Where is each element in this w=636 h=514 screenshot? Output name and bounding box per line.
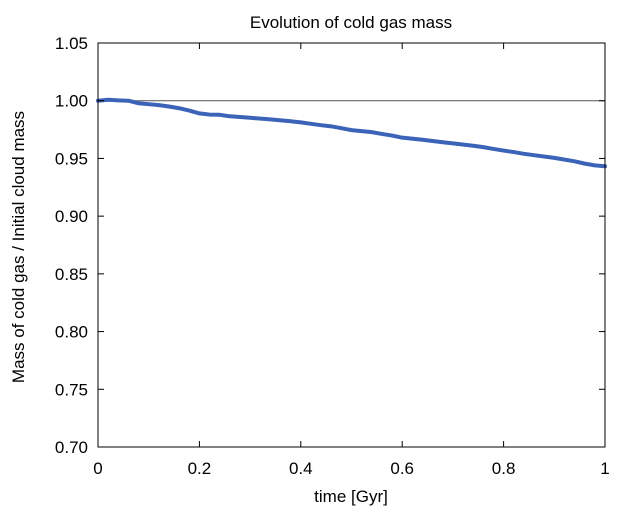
y-axis-label: Mass of cold gas / Initial cloud mass <box>9 111 28 383</box>
y-tick-label: 0.95 <box>55 149 88 168</box>
chart-title: Evolution of cold gas mass <box>250 13 452 32</box>
y-tick-label: 0.90 <box>55 207 88 226</box>
x-tick-label: 0.6 <box>390 459 414 478</box>
plot-frame <box>97 42 606 448</box>
y-tick-label: 1.05 <box>55 34 88 53</box>
x-tick-label: 0.4 <box>289 459 313 478</box>
y-tick-label: 0.75 <box>55 380 88 399</box>
series-line-0 <box>96 97 607 169</box>
x-axis-label: time [Gyr] <box>314 487 388 506</box>
y-tick-label: 0.80 <box>55 323 88 342</box>
x-tick-label: 0 <box>93 459 102 478</box>
x-tick-label: 0.2 <box>188 459 212 478</box>
y-tick-label: 0.70 <box>55 438 88 457</box>
y-tick-label: 0.85 <box>55 265 88 284</box>
x-tick-label: 0.8 <box>492 459 516 478</box>
y-tick-label: 1.00 <box>55 92 88 111</box>
x-tick-label: 1 <box>600 459 609 478</box>
plot-area: 0 0.2 0.4 0.6 0.8 1 0.70 0.75 0.80 0.85 0.90 0.95 1.… <box>55 34 610 478</box>
